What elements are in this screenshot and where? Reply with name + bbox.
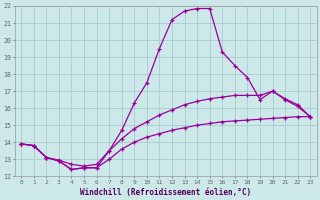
X-axis label: Windchill (Refroidissement éolien,°C): Windchill (Refroidissement éolien,°C): [80, 188, 251, 197]
